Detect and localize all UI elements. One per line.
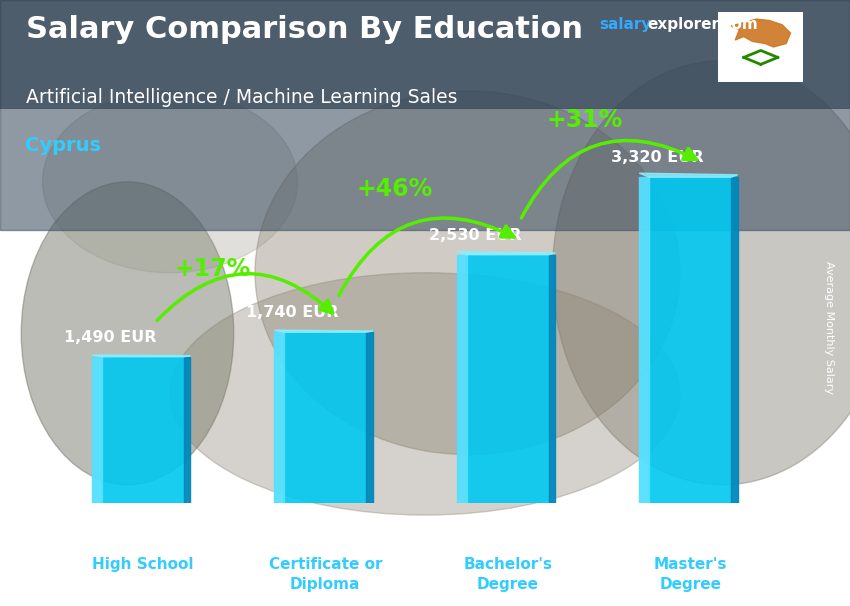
Bar bbox=[0, 0, 850, 230]
Text: 2,530 EUR: 2,530 EUR bbox=[428, 228, 521, 243]
Bar bbox=[467, 255, 549, 503]
Polygon shape bbox=[731, 19, 790, 47]
Text: Average Monthly Salary: Average Monthly Salary bbox=[824, 261, 834, 394]
Bar bbox=[275, 332, 284, 503]
Bar bbox=[456, 255, 467, 503]
Text: Artificial Intelligence / Machine Learning Sales: Artificial Intelligence / Machine Learni… bbox=[26, 88, 457, 107]
FancyArrowPatch shape bbox=[157, 274, 332, 321]
Bar bbox=[366, 332, 373, 503]
Text: explorer.com: explorer.com bbox=[648, 17, 758, 32]
Text: 1,490 EUR: 1,490 EUR bbox=[64, 330, 156, 345]
Polygon shape bbox=[456, 251, 555, 255]
Bar bbox=[92, 357, 102, 503]
Text: Certificate or
Diploma: Certificate or Diploma bbox=[269, 557, 382, 591]
Bar bbox=[731, 177, 738, 503]
Text: 3,320 EUR: 3,320 EUR bbox=[611, 150, 704, 165]
Text: +31%: +31% bbox=[547, 108, 622, 132]
Bar bbox=[549, 255, 555, 503]
Ellipse shape bbox=[552, 61, 850, 485]
Bar bbox=[284, 332, 366, 503]
Ellipse shape bbox=[170, 273, 680, 515]
Bar bbox=[649, 177, 731, 503]
Text: salary: salary bbox=[599, 17, 652, 32]
Text: +17%: +17% bbox=[174, 258, 250, 281]
Bar bbox=[102, 357, 184, 503]
Polygon shape bbox=[639, 173, 738, 177]
Text: Cyprus: Cyprus bbox=[26, 136, 101, 155]
Text: Bachelor's
Degree: Bachelor's Degree bbox=[463, 557, 552, 591]
Bar bbox=[184, 357, 190, 503]
Ellipse shape bbox=[21, 182, 234, 485]
Ellipse shape bbox=[42, 91, 298, 273]
Text: High School: High School bbox=[92, 557, 194, 572]
Ellipse shape bbox=[255, 91, 680, 454]
Text: Salary Comparison By Education: Salary Comparison By Education bbox=[26, 15, 582, 44]
Text: +46%: +46% bbox=[356, 177, 433, 201]
Text: 1,740 EUR: 1,740 EUR bbox=[246, 305, 338, 321]
Polygon shape bbox=[92, 355, 190, 357]
FancyArrowPatch shape bbox=[339, 218, 514, 296]
Polygon shape bbox=[275, 330, 373, 332]
Bar bbox=[639, 177, 649, 503]
Text: Master's
Degree: Master's Degree bbox=[654, 557, 727, 591]
FancyArrowPatch shape bbox=[521, 141, 696, 218]
